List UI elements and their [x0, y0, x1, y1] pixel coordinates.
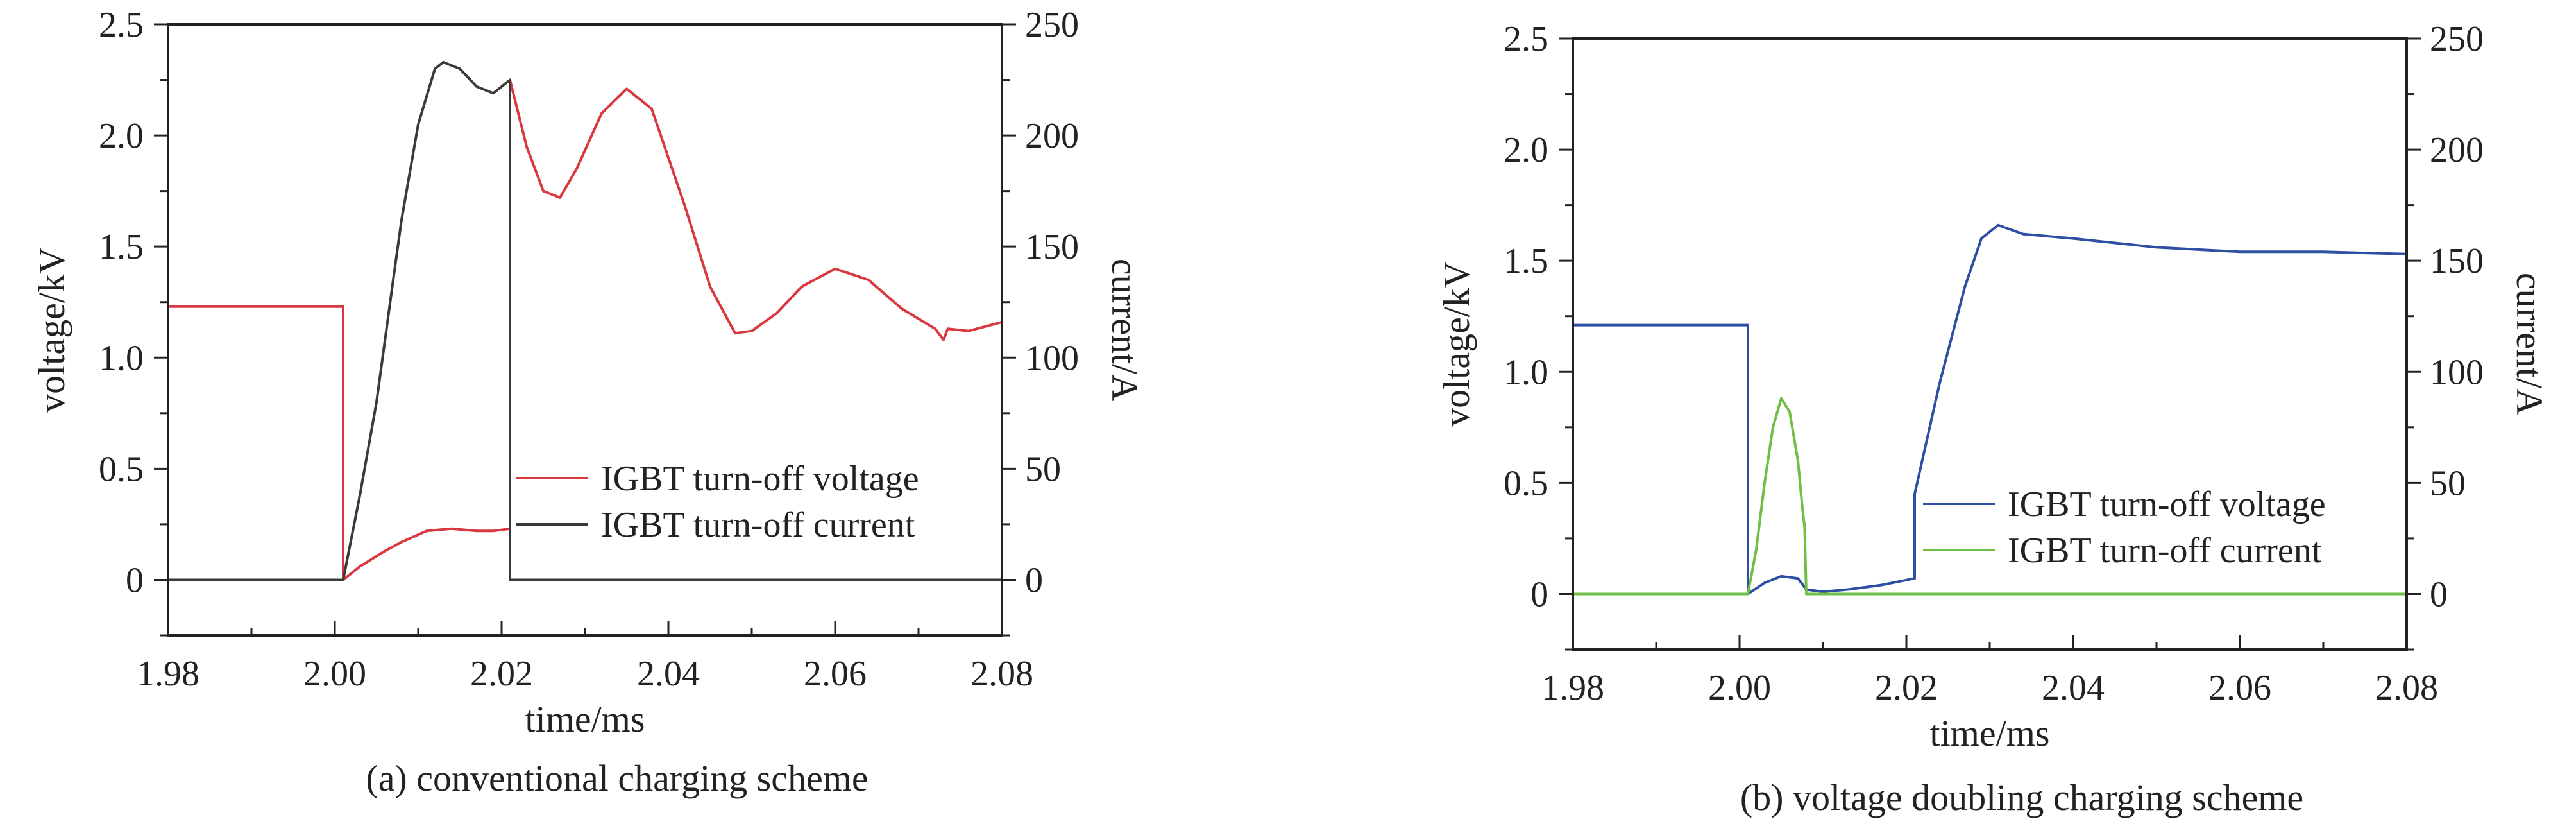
y-right-tick-label: 0	[1025, 560, 1043, 600]
legend-label: IGBT turn-off current	[601, 505, 915, 545]
y-right-tick-label: 100	[1025, 338, 1079, 378]
y-left-tick-label: 2.5	[99, 5, 144, 45]
series-line-voltage	[1573, 223, 2407, 596]
x-axis-label: time/ms	[525, 698, 645, 740]
panel-caption: (b) voltage doubling charging scheme	[1740, 777, 2303, 818]
y-right-axis-label: current/A	[1104, 259, 1146, 401]
x-tick-label: 2.00	[1708, 668, 1771, 708]
x-tick-label: 2.08	[970, 654, 1033, 694]
y-left-axis-label: voltage/kV	[31, 247, 72, 413]
y-right-axis-label: current/A	[2509, 273, 2550, 415]
chart-panel-b: 1.98 2.00 2.02 2.04 2.06 2.08 0 0.5 1.0 1.5 2.0 2.5…	[1436, 19, 2550, 818]
y-left-axis-label: voltage/kV	[1436, 261, 1477, 427]
y-right-tick-label: 100	[2430, 352, 2484, 392]
y-left-tick-label: 0	[126, 560, 144, 600]
y-left-tick-label: 2.5	[1504, 19, 1548, 59]
legend-label: IGBT turn-off current	[2008, 531, 2322, 571]
y-right-tick-label: 50	[1025, 449, 1061, 489]
y-left-tick-label: 1.0	[99, 338, 144, 378]
series-line-current	[1573, 397, 2407, 596]
x-tick-label: 2.00	[303, 654, 366, 694]
legend-label: IGBT turn-off voltage	[601, 459, 919, 499]
y-left-tick-label: 1.0	[1504, 352, 1548, 392]
x-tick-label: 2.06	[804, 654, 867, 694]
y-right-tick-label: 200	[1025, 116, 1079, 156]
chart-panel-a: 1.98 2.00 2.02 2.04 2.06 2.08 0 0.5 1.0 1.5 2.0 2.5…	[31, 5, 1146, 799]
legend-label: IGBT turn-off voltage	[2008, 485, 2326, 524]
y-left-tick-label: 1.5	[1504, 241, 1548, 281]
y-right-tick-label: 250	[2430, 19, 2484, 59]
y-left-tick-label: 2.0	[1504, 130, 1548, 170]
y-left-tick-label: 0.5	[1504, 463, 1548, 503]
y-right-tick-label: 150	[1025, 227, 1079, 267]
x-tick-label: 2.02	[1875, 668, 1938, 708]
x-tick-label: 2.02	[470, 654, 533, 694]
x-tick-label: 2.06	[2208, 668, 2271, 708]
x-axis-label: time/ms	[1930, 712, 2050, 754]
y-right-tick-label: 50	[2430, 463, 2466, 503]
y-right-tick-label: 200	[2430, 130, 2484, 170]
x-tick-label: 2.04	[2042, 668, 2105, 708]
x-tick-label: 1.98	[137, 654, 199, 694]
series-line-current	[168, 60, 1002, 581]
y-right-tick-label: 150	[2430, 241, 2484, 281]
x-tick-label: 2.08	[2375, 668, 2438, 708]
y-left-tick-label: 1.5	[99, 227, 144, 267]
y-right-tick-label: 0	[2430, 574, 2448, 614]
series-line-voltage	[168, 78, 1003, 581]
y-left-tick-label: 2.0	[99, 116, 144, 156]
x-tick-label: 2.04	[637, 654, 700, 694]
y-left-tick-label: 0	[1530, 574, 1548, 614]
panel-caption: (a) conventional charging scheme	[366, 757, 868, 799]
y-right-tick-label: 250	[1025, 5, 1079, 45]
x-tick-label: 1.98	[1541, 668, 1604, 708]
y-left-tick-label: 0.5	[99, 449, 144, 489]
